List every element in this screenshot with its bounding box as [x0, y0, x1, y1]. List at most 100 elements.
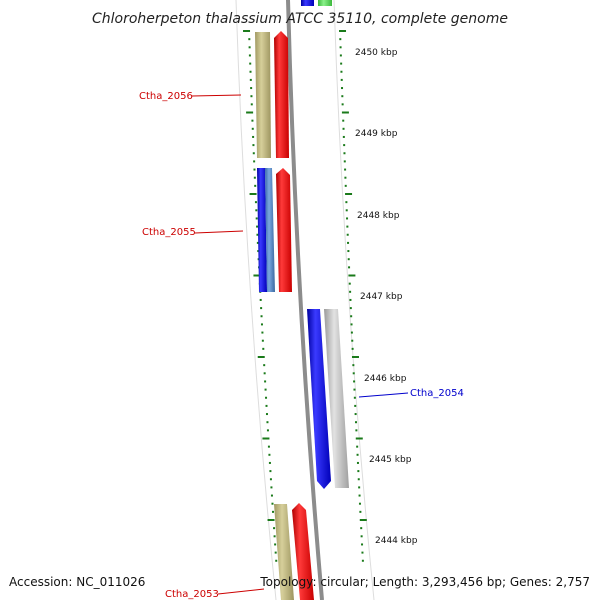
top-partial-features	[301, 0, 332, 6]
scale-tick	[274, 543, 277, 546]
genome-stats-text: Topology: circular; Length: 3,293,456 bp…	[259, 575, 590, 589]
scale-tick	[357, 470, 360, 473]
gene-label-ctha-2055[interactable]: Ctha_2055	[142, 227, 196, 238]
scale-tick	[341, 87, 344, 90]
scale-tick	[353, 380, 356, 383]
scale-tick	[346, 225, 349, 228]
scale-tick	[360, 535, 363, 538]
scale-tick	[348, 266, 351, 269]
scale-tick	[358, 494, 361, 497]
scale-tick	[250, 87, 253, 90]
kbp-label: 2450 kbp	[355, 48, 398, 58]
scale-tick	[348, 274, 356, 277]
kbp-label: 2444 kbp	[375, 536, 418, 546]
scale-tick	[349, 290, 352, 293]
scale-tick	[266, 429, 269, 432]
map-title: Chloroherpeton thalassium ATCC 35110, co…	[92, 11, 508, 27]
gene-label-ctha-2053[interactable]: Ctha_2053	[165, 589, 219, 600]
scale-tick	[344, 176, 347, 179]
gene-arrow-khaki-2053[interactable]	[274, 504, 294, 600]
scale-tick	[255, 209, 258, 212]
scale-tick	[339, 46, 342, 49]
scale-tick	[249, 62, 252, 65]
scale-tick	[264, 380, 267, 383]
gene-arrow-gray-2054b[interactable]	[324, 309, 349, 488]
scale-tick	[270, 494, 273, 497]
gene-label-ctha-2056[interactable]: Ctha_2056	[139, 91, 193, 102]
scale-tick	[262, 437, 270, 440]
gene-arrow-ctha-2054[interactable]	[307, 309, 331, 489]
scale-tick	[359, 510, 362, 513]
scale-tick	[359, 519, 367, 521]
scale-tick	[243, 30, 251, 32]
scale-tick	[351, 347, 354, 350]
scale-tick	[266, 421, 269, 424]
scale-tick	[254, 201, 257, 204]
scale-tick	[263, 364, 266, 367]
scale-tick	[261, 339, 264, 342]
scale-tick	[269, 470, 272, 473]
scale-tick	[263, 372, 266, 375]
accession-text: Accession: NC_011026	[9, 575, 145, 589]
scale-tick	[361, 543, 364, 546]
scale-tick	[347, 258, 350, 261]
scale-tick	[249, 70, 252, 73]
kbp-scale-labels: 2450 kbp 2449 kbp 2448 kbp 2447 kbp 2446…	[355, 48, 418, 546]
scale-tick	[341, 111, 349, 114]
scale-tick	[256, 241, 259, 244]
scale-tick	[256, 225, 259, 228]
gene-arrow-khaki-2056[interactable]	[255, 32, 271, 158]
scale-tick	[343, 160, 346, 163]
scale-tick	[265, 404, 268, 407]
scale-tick	[352, 372, 355, 375]
scale-tick	[350, 323, 353, 326]
scale-tick	[358, 486, 361, 489]
kbp-label: 2446 kbp	[364, 374, 407, 384]
scale-tick	[274, 551, 277, 554]
scale-tick	[273, 527, 276, 530]
scale-tick	[361, 559, 364, 562]
scale-tick	[253, 176, 256, 179]
scale-tick	[257, 250, 260, 253]
scale-tick	[260, 323, 263, 326]
scale-tick	[262, 347, 265, 350]
gene-arrow-ctha-2056[interactable]	[274, 31, 289, 158]
gene-label-ctha-2054[interactable]: Ctha_2054	[410, 388, 464, 399]
scale-tick	[272, 510, 275, 513]
scale-tick	[275, 559, 278, 562]
scale-tick	[260, 315, 263, 318]
scale-tick	[252, 152, 255, 155]
scale-tick	[340, 62, 343, 65]
scale-tick	[249, 193, 257, 195]
scale-tick	[253, 274, 261, 277]
gene-arrow-blue-2055a[interactable]	[257, 168, 267, 292]
kbp-label: 2445 kbp	[369, 455, 412, 465]
scale-tick	[351, 356, 359, 358]
scale-tick	[268, 453, 271, 456]
scale-tick	[346, 233, 349, 236]
scale-tick	[254, 184, 257, 187]
scale-tick	[339, 54, 342, 57]
scale-tick	[349, 298, 352, 301]
gene-arrow-ctha-2055[interactable]	[276, 168, 292, 292]
gene-arrow-steelblue-2055b[interactable]	[265, 168, 275, 292]
scale-tick	[259, 298, 262, 301]
scale-tick	[356, 461, 359, 464]
gene-arrow-ctha-2053[interactable]	[292, 503, 314, 600]
scale-tick	[264, 388, 267, 391]
scale-tick	[355, 437, 363, 440]
scale-tick	[346, 217, 349, 220]
scale-tick	[260, 307, 263, 310]
scale-tick	[357, 478, 360, 481]
scale-tick	[361, 551, 364, 554]
scale-tick	[350, 331, 353, 334]
scale-tick	[255, 217, 258, 220]
kbp-label: 2449 kbp	[355, 129, 398, 139]
scale-tick	[341, 103, 344, 106]
scale-tick	[253, 168, 256, 171]
scale-tick	[270, 486, 273, 489]
scale-tick	[265, 396, 268, 399]
scale-tick	[358, 502, 361, 505]
scale-tick	[253, 160, 256, 163]
